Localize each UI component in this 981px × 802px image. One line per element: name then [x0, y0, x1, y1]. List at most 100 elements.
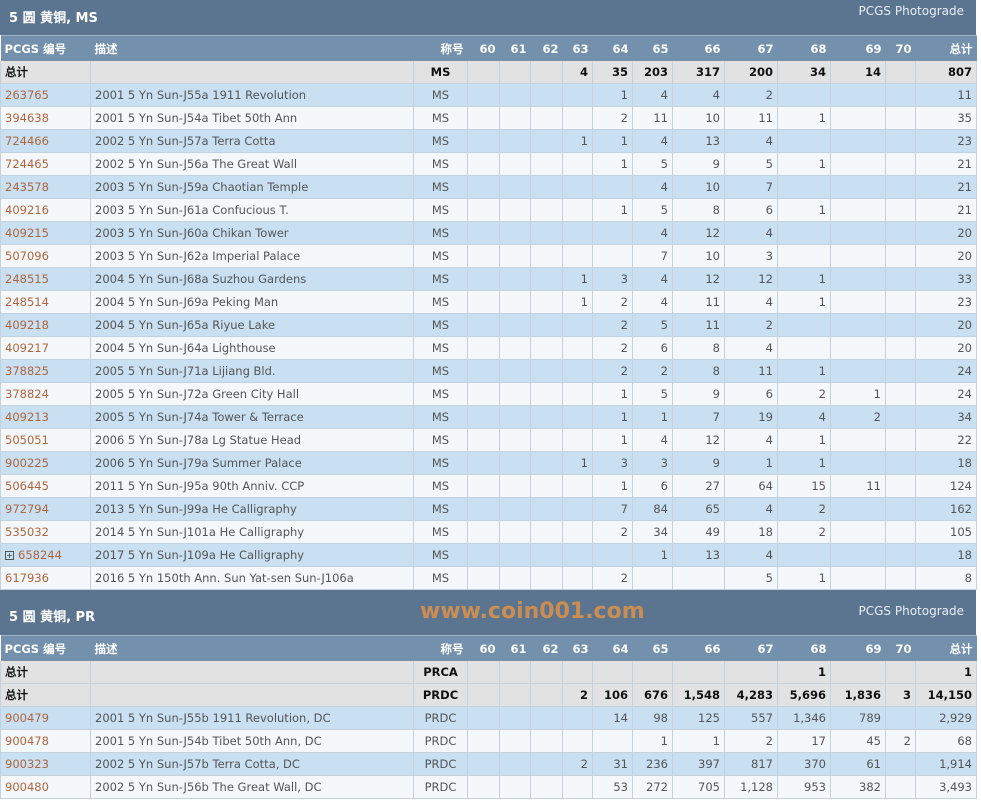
grade-count-cell[interactable] [592, 543, 633, 567]
grade-count-cell[interactable]: 53 [592, 775, 633, 799]
grade-count-cell[interactable]: 1,346 [777, 706, 831, 730]
grade-count-cell[interactable]: 1 [592, 198, 633, 222]
grade-count-cell[interactable] [885, 752, 916, 776]
grade-count-cell[interactable] [562, 152, 593, 176]
column-header[interactable]: 63 [562, 635, 593, 661]
pcgs-number-link[interactable]: 506445 [5, 479, 49, 493]
grade-count-cell[interactable]: 1,128 [724, 775, 778, 799]
grade-count-cell[interactable]: 382 [830, 775, 886, 799]
grade-count-cell[interactable] [499, 175, 531, 199]
grade-count-cell[interactable] [885, 566, 916, 590]
grade-count-cell[interactable]: 5 [724, 152, 778, 176]
grade-count-cell[interactable]: 6 [724, 198, 778, 222]
grade-count-cell[interactable]: 11 [830, 474, 886, 498]
grade-count-cell[interactable] [530, 83, 563, 107]
grade-count-cell[interactable] [467, 382, 500, 406]
pcgs-number-cell[interactable]: 263765 [0, 83, 91, 107]
pcgs-number-link[interactable]: 900478 [5, 734, 49, 748]
column-header[interactable]: 描述 [90, 635, 414, 661]
pcgs-number-cell[interactable]: 243578 [0, 175, 91, 199]
pcgs-number-cell[interactable]: 505051 [0, 428, 91, 452]
grade-count-cell[interactable] [467, 520, 500, 544]
grade-count-cell[interactable] [562, 566, 593, 590]
grade-count-cell[interactable] [830, 497, 886, 521]
grade-count-cell[interactable]: 1 [724, 451, 778, 475]
grade-count-cell[interactable] [885, 428, 916, 452]
grade-count-cell[interactable] [885, 106, 916, 130]
grade-count-cell[interactable]: 9 [672, 382, 725, 406]
column-header[interactable]: 70 [885, 35, 916, 61]
grade-count-cell[interactable]: 31 [592, 752, 633, 776]
grade-count-cell[interactable]: 4 [724, 497, 778, 521]
pcgs-number-link[interactable]: 243578 [5, 180, 49, 194]
column-header[interactable]: 67 [724, 635, 778, 661]
grade-count-cell[interactable] [499, 359, 531, 383]
grade-count-cell[interactable]: 953 [777, 775, 831, 799]
grade-count-cell[interactable] [562, 198, 593, 222]
pcgs-number-cell[interactable]: 248514 [0, 290, 91, 314]
grade-count-cell[interactable]: 98 [632, 706, 673, 730]
grade-count-cell[interactable]: 1 [830, 382, 886, 406]
grade-count-cell[interactable] [530, 290, 563, 314]
grade-count-cell[interactable]: 19 [724, 405, 778, 429]
pcgs-number-cell[interactable]: 507096 [0, 244, 91, 268]
pcgs-number-link[interactable]: 900225 [5, 456, 49, 470]
grade-count-cell[interactable] [562, 221, 593, 245]
grade-count-cell[interactable] [830, 359, 886, 383]
grade-count-cell[interactable] [530, 775, 563, 799]
grade-count-cell[interactable] [499, 244, 531, 268]
grade-count-cell[interactable] [467, 497, 500, 521]
grade-count-cell[interactable] [499, 313, 531, 337]
pcgs-number-cell[interactable]: 535032 [0, 520, 91, 544]
grade-count-cell[interactable]: 6 [632, 474, 673, 498]
grade-count-cell[interactable]: 17 [777, 729, 831, 753]
grade-count-cell[interactable] [830, 175, 886, 199]
grade-count-cell[interactable]: 2 [592, 520, 633, 544]
grade-count-cell[interactable] [499, 497, 531, 521]
grade-count-cell[interactable] [530, 221, 563, 245]
grade-count-cell[interactable] [885, 290, 916, 314]
grade-count-cell[interactable] [885, 175, 916, 199]
grade-count-cell[interactable]: 4 [632, 175, 673, 199]
grade-count-cell[interactable]: 817 [724, 752, 778, 776]
grade-count-cell[interactable] [562, 382, 593, 406]
grade-count-cell[interactable]: 1 [777, 198, 831, 222]
grade-count-cell[interactable] [562, 729, 593, 753]
grade-count-cell[interactable]: 64 [724, 474, 778, 498]
column-header[interactable]: 66 [672, 635, 725, 661]
grade-count-cell[interactable]: 9 [672, 451, 725, 475]
pcgs-number-link[interactable]: 409215 [5, 226, 49, 240]
grade-count-cell[interactable] [467, 175, 500, 199]
column-header[interactable]: 总计 [915, 35, 977, 61]
grade-count-cell[interactable] [467, 359, 500, 383]
grade-count-cell[interactable] [885, 152, 916, 176]
grade-count-cell[interactable]: 13 [672, 543, 725, 567]
grade-count-cell[interactable] [530, 474, 563, 498]
pcgs-number-cell[interactable]: 900323 [0, 752, 91, 776]
grade-count-cell[interactable] [530, 382, 563, 406]
grade-count-cell[interactable]: 1 [777, 267, 831, 291]
pcgs-number-cell[interactable]: 378824 [0, 382, 91, 406]
grade-count-cell[interactable]: 2 [592, 336, 633, 360]
grade-count-cell[interactable]: 1 [562, 451, 593, 475]
grade-count-cell[interactable] [885, 405, 916, 429]
grade-count-cell[interactable]: 4 [777, 405, 831, 429]
column-header[interactable]: 称号 [413, 35, 468, 61]
grade-count-cell[interactable]: 5 [632, 152, 673, 176]
column-header[interactable]: 66 [672, 35, 725, 61]
grade-count-cell[interactable]: 34 [632, 520, 673, 544]
grade-count-cell[interactable] [467, 451, 500, 475]
grade-count-cell[interactable] [830, 267, 886, 291]
grade-count-cell[interactable] [499, 729, 531, 753]
grade-count-cell[interactable]: 5 [632, 198, 673, 222]
pcgs-number-link[interactable]: 263765 [5, 88, 49, 102]
grade-count-cell[interactable] [530, 313, 563, 337]
grade-count-cell[interactable] [830, 221, 886, 245]
grade-count-cell[interactable] [592, 221, 633, 245]
grade-count-cell[interactable] [592, 175, 633, 199]
grade-count-cell[interactable]: 1 [562, 290, 593, 314]
grade-count-cell[interactable]: 4 [632, 290, 673, 314]
grade-count-cell[interactable] [885, 497, 916, 521]
pcgs-number-link[interactable]: 972794 [5, 502, 49, 516]
pcgs-number-link[interactable]: 409218 [5, 318, 49, 332]
